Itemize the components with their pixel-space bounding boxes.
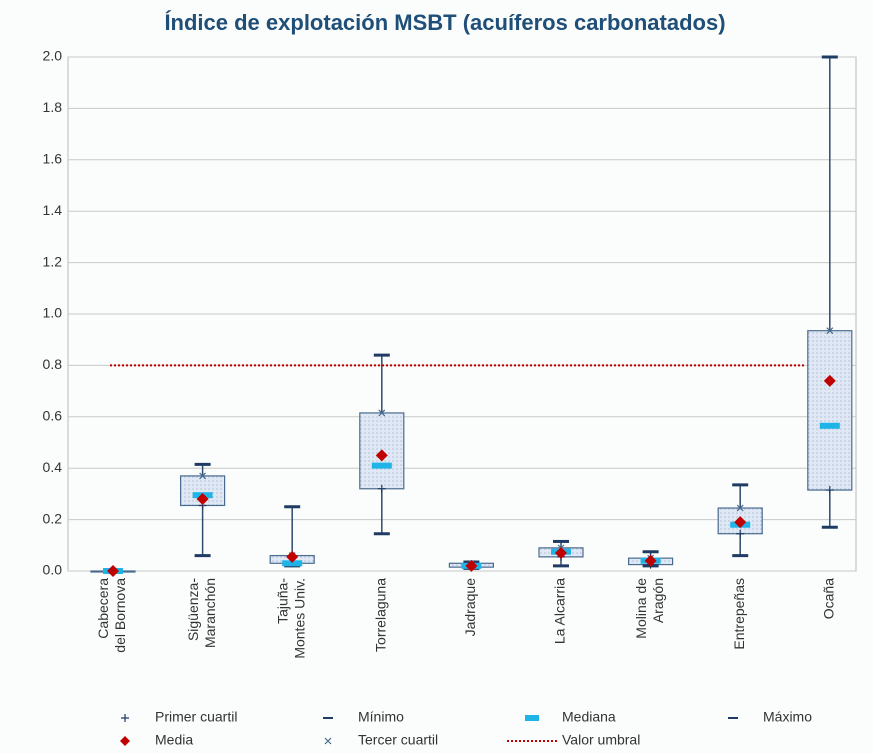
y-tick-label: 1.4 (43, 202, 63, 218)
y-tick-label: 0.4 (43, 459, 63, 475)
y-tick-label: 1.8 (43, 99, 63, 115)
legend-swatch (121, 714, 129, 722)
median-marker (282, 560, 303, 567)
y-tick-label: 0.6 (43, 408, 63, 424)
median-marker (371, 462, 392, 469)
legend-swatch (525, 715, 539, 721)
x-tick-label: del Bornova (112, 578, 128, 653)
y-tick-label: 1.2 (43, 253, 63, 269)
legend-label: Mediana (562, 709, 616, 725)
q3-marker (736, 504, 744, 512)
mean-marker (107, 565, 119, 577)
legend-label: Primer cuartil (155, 709, 237, 725)
mean-marker (375, 449, 388, 462)
mean-marker (644, 554, 657, 567)
x-tick-label: Molina de (633, 578, 649, 639)
legend-swatch (120, 736, 130, 746)
mean-marker (734, 516, 747, 529)
q3-marker (378, 409, 386, 417)
q1-marker (736, 529, 745, 538)
legend-label: Media (155, 732, 193, 748)
mean-marker (196, 493, 209, 506)
y-tick-label: 2.0 (43, 48, 63, 64)
legend-label: Valor umbral (562, 732, 640, 748)
legend-label: Máximo (763, 709, 812, 725)
legend-label: Tercer cuartil (358, 732, 438, 748)
legend-label: Mínimo (358, 709, 404, 725)
y-tick-label: 0.2 (43, 510, 63, 526)
x-tick-label: Tajuña- (274, 578, 290, 624)
x-tick-label: Aragón (650, 578, 666, 623)
y-tick-label: 1.0 (43, 305, 63, 321)
q3-marker (199, 472, 207, 480)
x-tick-label: Montes Univ. (291, 578, 307, 659)
x-tick-label: Torrelaguna (373, 578, 389, 652)
box (807, 330, 853, 491)
x-tick-label: Sigüenza- (185, 578, 201, 641)
x-tick-label: Maranchón (202, 578, 218, 648)
y-tick-label: 1.6 (43, 151, 63, 167)
q1-marker (825, 486, 834, 495)
mean-marker (823, 374, 836, 387)
x-tick-label: Jadraque (462, 578, 478, 637)
q1-marker (377, 484, 386, 493)
mean-marker (465, 559, 478, 572)
legend-swatch (324, 737, 332, 745)
x-tick-label: Entrepeñas (731, 578, 747, 650)
x-tick-label: Cabecera (95, 578, 111, 639)
chart-title: Índice de explotación MSBT (acuíferos ca… (164, 10, 725, 35)
y-tick-label: 0.0 (43, 562, 63, 578)
median-marker (819, 422, 840, 429)
x-tick-label: La Alcarria (552, 578, 568, 644)
mean-marker (286, 550, 299, 563)
q3-marker (826, 327, 834, 335)
y-tick-label: 0.8 (43, 356, 63, 372)
mean-marker (555, 547, 567, 560)
x-tick-label: Ocaña (821, 578, 837, 619)
